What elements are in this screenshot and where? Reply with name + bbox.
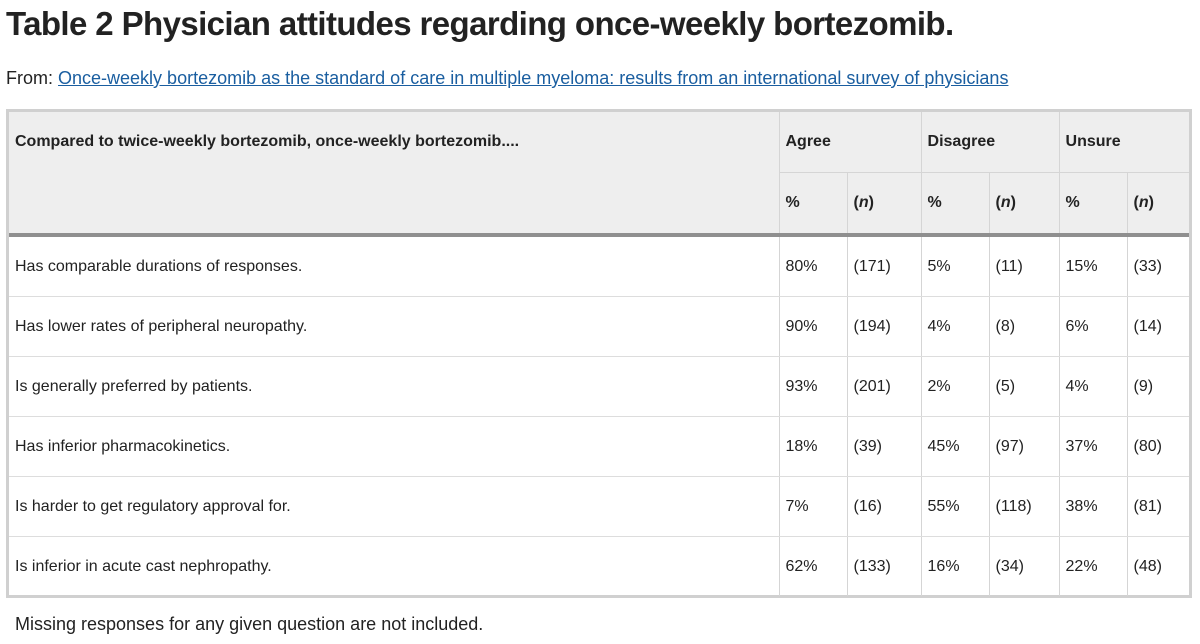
unsure-pct: 4%: [1059, 356, 1128, 417]
disagree-pct: 4%: [921, 296, 990, 357]
unsure-n: (33): [1127, 233, 1190, 297]
subheader-n: (n): [989, 172, 1060, 235]
row-label: Has inferior pharmacokinetics.: [9, 416, 780, 477]
disagree-n: (118): [989, 476, 1060, 537]
table-row: Is generally preferred by patients. 93% …: [9, 356, 1190, 417]
table-row: Has inferior pharmacokinetics. 18% (39) …: [9, 416, 1190, 477]
subheader-pct: %: [779, 172, 848, 235]
subheader-pct: %: [1059, 172, 1128, 235]
disagree-n: (5): [989, 356, 1060, 417]
row-label: Is inferior in acute cast nephropathy.: [9, 536, 780, 596]
unsure-pct: 15%: [1059, 233, 1128, 297]
disagree-pct: 5%: [921, 233, 990, 297]
disagree-pct: 16%: [921, 536, 990, 596]
agree-n: (39): [847, 416, 922, 477]
group-header-disagree: Disagree: [921, 112, 1060, 173]
source-prefix: From:: [6, 68, 53, 88]
disagree-n: (11): [989, 233, 1060, 297]
disagree-n: (97): [989, 416, 1060, 477]
row-label: Has lower rates of peripheral neuropathy…: [9, 296, 780, 357]
table-subheader-row: % (n) % (n) % (n): [9, 172, 1190, 235]
agree-n: (133): [847, 536, 922, 596]
disagree-pct: 45%: [921, 416, 990, 477]
unsure-pct: 38%: [1059, 476, 1128, 537]
table-row: Has comparable durations of responses. 8…: [9, 233, 1190, 297]
group-header-unsure: Unsure: [1059, 112, 1190, 173]
agree-pct: 7%: [779, 476, 848, 537]
page-title: Table 2 Physician attitudes regarding on…: [6, 5, 954, 42]
disagree-pct: 55%: [921, 476, 990, 537]
disagree-n: (8): [989, 296, 1060, 357]
row-label: Is harder to get regulatory approval for…: [9, 476, 780, 537]
unsure-pct: 6%: [1059, 296, 1128, 357]
source-citation: From: Once-weekly bortezomib as the stan…: [6, 66, 1008, 90]
row-label: Is generally preferred by patients.: [9, 356, 780, 417]
unsure-n: (48): [1133, 557, 1162, 575]
table-row: Is harder to get regulatory approval for…: [9, 476, 1190, 537]
unsure-n: (14): [1127, 296, 1190, 357]
table-row: Is inferior in acute cast nephropathy. 6…: [9, 536, 1189, 596]
agree-n: (201): [847, 356, 922, 417]
agree-pct: 90%: [779, 296, 848, 357]
attitudes-table: Compared to twice-weekly bortezomib, onc…: [9, 112, 1190, 596]
agree-n: (171): [847, 233, 922, 297]
table-footnote: Missing responses for any given question…: [15, 614, 484, 634]
agree-pct: 93%: [779, 356, 848, 417]
agree-pct: 62%: [779, 536, 848, 596]
unsure-pct: 22%: [1059, 536, 1128, 596]
table-row: Has lower rates of peripheral neuropathy…: [9, 296, 1190, 357]
disagree-n: (34): [989, 536, 1060, 596]
subheader-n: (n): [847, 172, 922, 235]
subheader-pct: %: [921, 172, 990, 235]
agree-n: (194): [847, 296, 922, 357]
agree-pct: 18%: [779, 416, 848, 477]
group-header-agree: Agree: [779, 112, 922, 173]
table-header-row: Compared to twice-weekly bortezomib, onc…: [9, 112, 1190, 235]
unsure-n: (9): [1127, 356, 1190, 417]
unsure-pct: 37%: [1059, 416, 1128, 477]
agree-n: (16): [847, 476, 922, 537]
subheader-n: (n): [1127, 172, 1190, 235]
disagree-pct: 2%: [921, 356, 990, 417]
unsure-n: (81): [1127, 476, 1190, 537]
table-container: Compared to twice-weekly bortezomib, onc…: [6, 109, 1192, 598]
row-label: Has comparable durations of responses.: [9, 233, 780, 297]
stub-header: Compared to twice-weekly bortezomib, onc…: [9, 112, 780, 235]
agree-pct: 80%: [779, 233, 848, 297]
unsure-n: (80): [1127, 416, 1190, 477]
source-article-link[interactable]: Once-weekly bortezomib as the standard o…: [58, 68, 1009, 88]
